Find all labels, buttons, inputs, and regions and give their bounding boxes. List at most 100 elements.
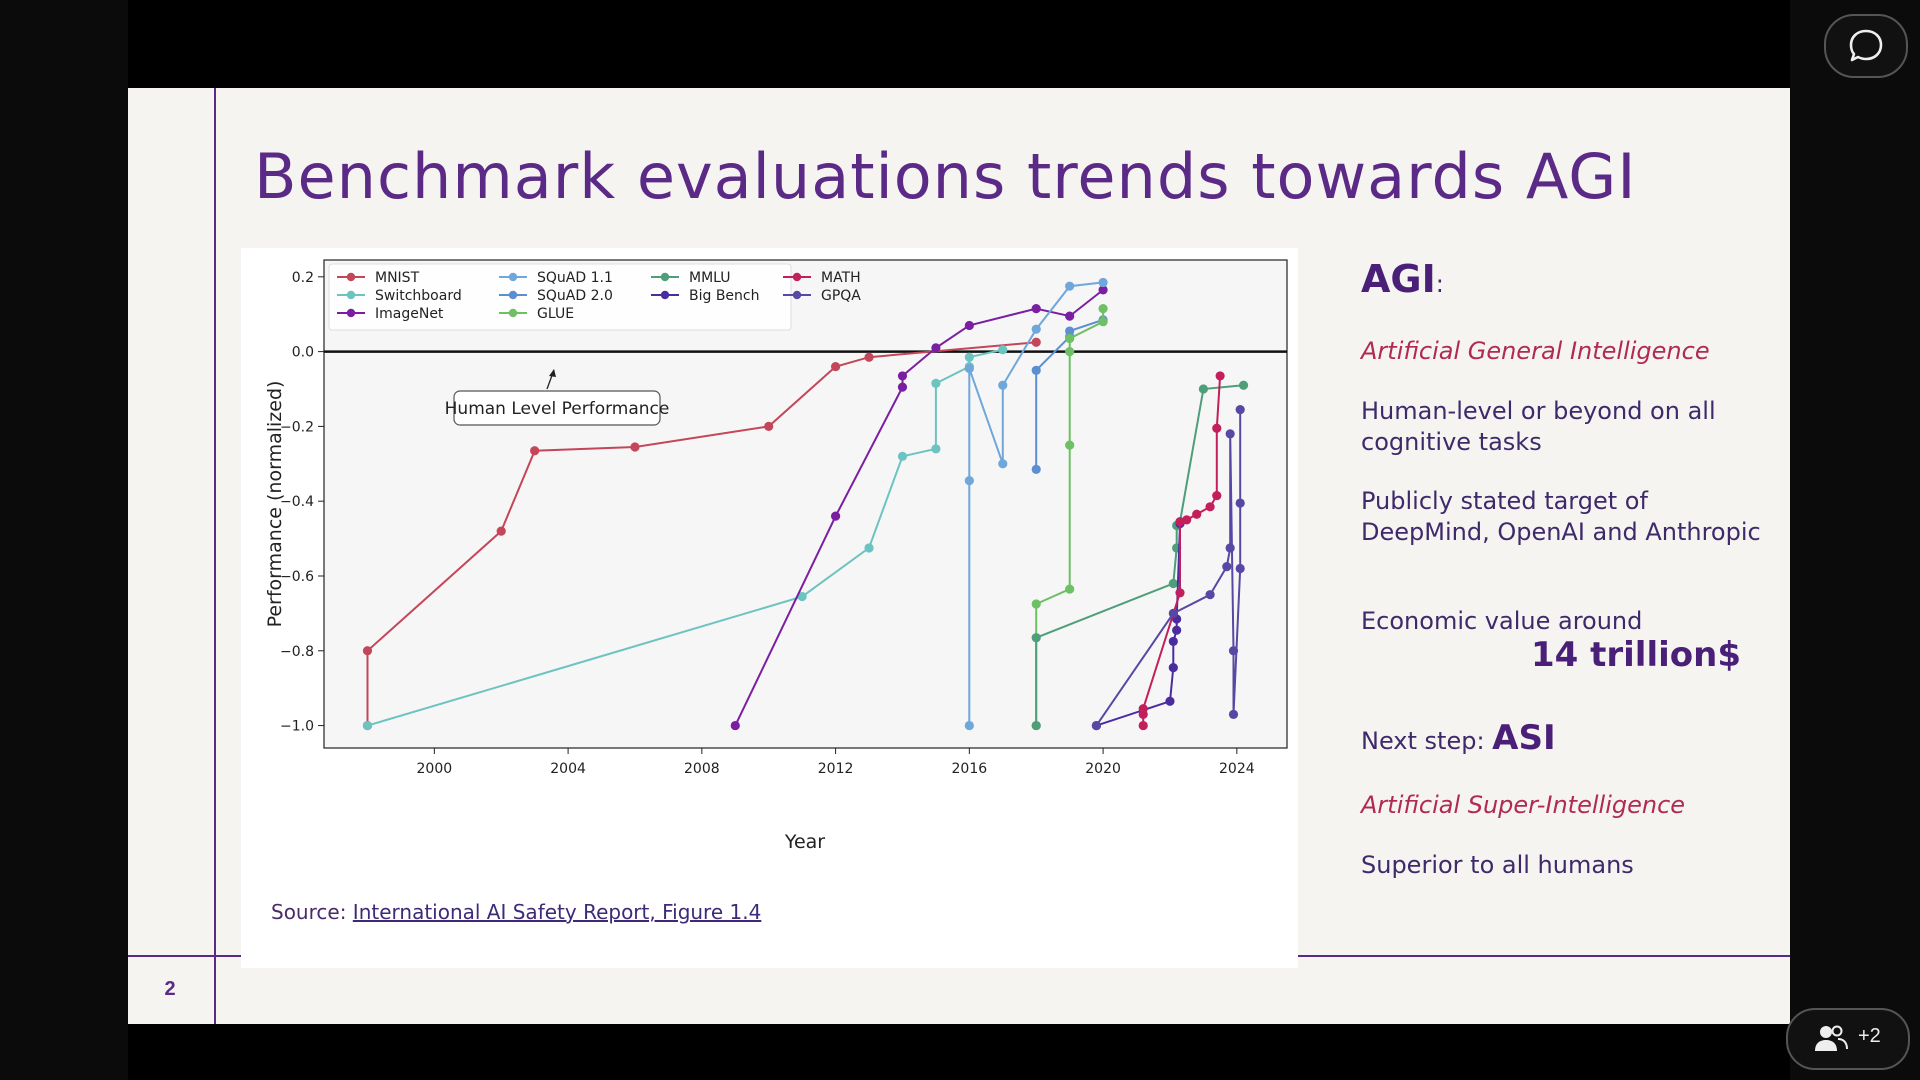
slide-page-number: 2: [164, 978, 176, 1000]
legend-item: MMLU: [651, 270, 731, 286]
data-point: [1215, 371, 1225, 381]
series-gpqa: [1091, 404, 1245, 731]
source-line: Source: International AI Safety Report, …: [271, 900, 761, 924]
data-point: [1228, 646, 1239, 656]
annotation-arrow-head: [549, 369, 556, 377]
y-tick-label: 0.0: [292, 345, 314, 361]
annotation-human-level: Human Level Performance: [445, 399, 670, 419]
legend-item: ImageNet: [337, 306, 444, 322]
data-point: [964, 476, 974, 486]
x-tick-label: 2008: [684, 761, 720, 777]
agi-point-human-level: Human-level or beyond on all cognitive t…: [1361, 397, 1716, 456]
data-point: [1098, 277, 1108, 288]
data-point: [1065, 347, 1075, 357]
data-point: [1175, 588, 1185, 598]
data-point: [1065, 281, 1075, 291]
data-point: [998, 459, 1008, 469]
data-point: [1168, 608, 1178, 618]
legend-item: GLUE: [499, 306, 574, 322]
data-point: [1168, 636, 1178, 647]
series-switchboard: [362, 345, 1008, 731]
data-point: [964, 720, 974, 731]
data-point: [1235, 498, 1245, 508]
legend-swatch-dot: [508, 272, 518, 282]
data-point: [1222, 562, 1232, 572]
data-point: [1098, 304, 1108, 314]
legend-item: SQuAD 1.1: [499, 270, 613, 286]
data-point: [830, 361, 841, 372]
slide-title: Benchmark evaluations trends towards AGI: [254, 140, 1637, 213]
data-point: [1065, 326, 1075, 336]
legend-label: MMLU: [689, 270, 731, 286]
data-point: [1098, 285, 1108, 295]
data-point: [1235, 404, 1245, 415]
x-tick-label: 2020: [1085, 761, 1121, 777]
agi-heading-text: AGI: [1361, 257, 1436, 301]
participants-button[interactable]: +2: [1786, 1008, 1910, 1070]
data-point: [1225, 429, 1235, 439]
legend-label: SQuAD 2.0: [537, 288, 613, 304]
series-glue: [1031, 304, 1108, 731]
y-tick-label: −0.2: [280, 419, 314, 435]
x-tick-label: 2004: [550, 761, 586, 777]
chat-bubble-icon: [1849, 29, 1883, 62]
data-point: [897, 382, 908, 392]
source-prefix: Source:: [271, 900, 353, 924]
legend-label: ImageNet: [375, 306, 444, 322]
data-point: [1192, 509, 1202, 519]
legend-label: MNIST: [375, 270, 420, 286]
data-point: [830, 511, 841, 521]
series-line: [968, 281, 1104, 726]
participants-count: +2: [1858, 1025, 1881, 1047]
data-point: [998, 380, 1008, 390]
legend-box: [328, 263, 792, 331]
asi-point-superior: Superior to all humans: [1361, 851, 1634, 879]
chat-button[interactable]: [1824, 14, 1908, 78]
data-point: [998, 345, 1008, 355]
data-point: [897, 371, 908, 381]
source-link[interactable]: International AI Safety Report, Figure 1…: [352, 900, 762, 924]
legend-swatch-dot: [660, 290, 670, 300]
data-point: [897, 451, 908, 461]
data-point: [931, 444, 941, 454]
x-tick-label: 2024: [1219, 761, 1255, 777]
data-point: [964, 352, 974, 362]
data-point: [362, 646, 373, 656]
data-point: [931, 343, 941, 353]
next-step-asi: ASI: [1492, 718, 1556, 758]
x-axis-label: Year: [784, 831, 825, 853]
slide: 2 Benchmark evaluations trends towards A…: [128, 88, 1790, 1024]
data-point: [1205, 590, 1215, 600]
agi-point-target: Publicly stated target of DeepMind, Open…: [1361, 487, 1761, 546]
data-point: [1031, 337, 1041, 347]
data-point: [931, 378, 941, 389]
legend-swatch-dot: [508, 290, 518, 300]
next-step: Next step: ASI: [1361, 716, 1771, 763]
y-tick-label: −0.8: [280, 644, 314, 660]
economic-value: 14 trillion$: [1530, 635, 1741, 675]
benchmark-chart: 2000 2004 2008 2012 2016 2020 2024 0.2 0.0 −0.2 −0…: [241, 248, 1298, 968]
x-tick-label: 2012: [818, 761, 854, 777]
legend-label: SQuAD 1.1: [537, 270, 613, 286]
data-point: [1182, 515, 1192, 525]
agi-point-economic: Economic value around: [1361, 607, 1643, 635]
legend-item: Switchboard: [337, 288, 462, 304]
y-axis-label: Performance (normalized): [264, 381, 286, 628]
legend-label: GLUE: [537, 306, 574, 322]
legend-swatch-dot: [792, 272, 802, 282]
data-point: [362, 720, 373, 731]
data-point: [864, 352, 874, 362]
legend-label: Switchboard: [375, 288, 462, 304]
data-point: [630, 442, 640, 452]
data-point: [1098, 317, 1108, 327]
data-point: [1031, 599, 1041, 609]
legend-label: GPQA: [821, 288, 861, 304]
annotation-box: [453, 390, 661, 426]
slide-vertical-rule: [214, 88, 216, 1024]
legend-swatch-dot: [346, 308, 356, 318]
data-point: [1225, 543, 1235, 553]
series-line: [1035, 308, 1105, 726]
x-tick-label: 2016: [952, 761, 988, 777]
data-point: [1031, 464, 1041, 475]
data-point: [1168, 663, 1178, 673]
